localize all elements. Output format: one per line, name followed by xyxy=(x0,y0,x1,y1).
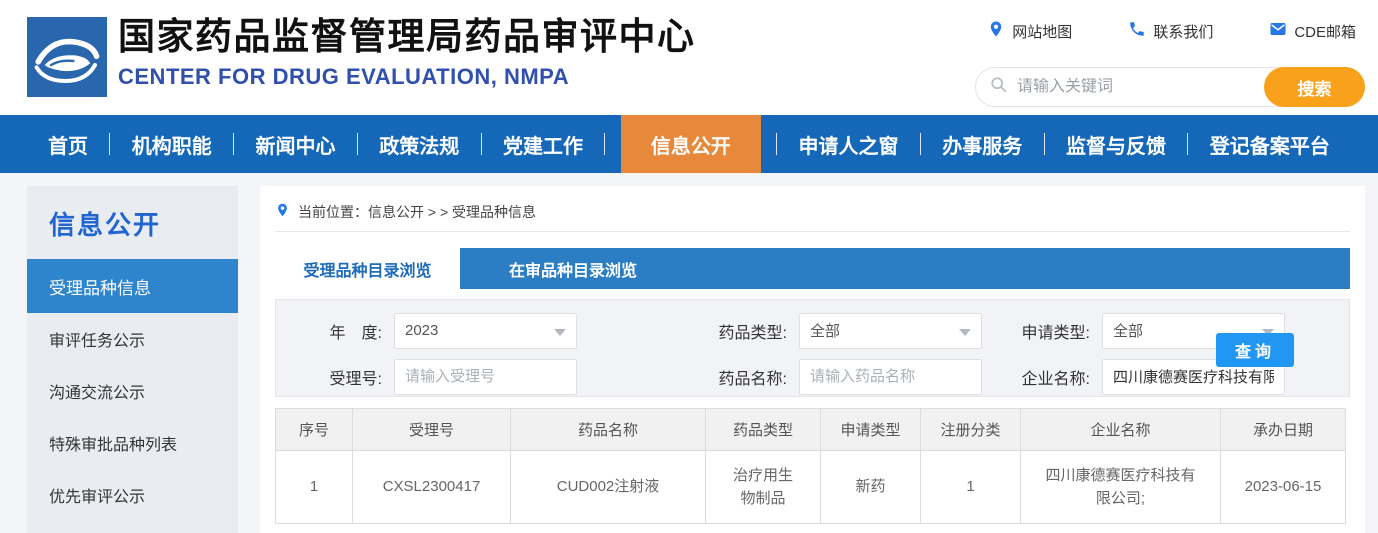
nav-divider xyxy=(776,133,778,155)
col-header-drug-name: 药品名称 xyxy=(510,408,706,451)
site-header: 国家药品监督管理局药品审评中心 CENTER FOR DRUG EVALUATI… xyxy=(0,0,1378,115)
cell-drug-type: 治疗用生物制品 xyxy=(705,450,821,524)
col-header-apply-type: 申请类型 xyxy=(820,408,921,451)
content-panel: 当前位置：信息公开 > > 受理品种信息 受理品种目录浏览 在审品种目录浏览 年… xyxy=(260,186,1365,533)
nav-divider xyxy=(1187,133,1189,155)
cell-company: 四川康德赛医疗科技有限公司; xyxy=(1020,450,1221,524)
table-header-row: 序号 受理号 药品名称 药品类型 申请类型 注册分类 企业名称 承办日期 xyxy=(275,408,1346,451)
col-header-date: 承办日期 xyxy=(1220,408,1346,451)
nav-item-supervision-feedback[interactable]: 监督与反馈 xyxy=(1066,135,1166,158)
col-header-drug-type: 药品类型 xyxy=(705,408,821,451)
contact-link[interactable]: 联系我们 xyxy=(1128,20,1213,42)
cell-accept-no: CXSL2300417 xyxy=(352,450,511,524)
cell-registration-class: 1 xyxy=(920,450,1021,524)
quick-links: 网站地图 联系我们 CDE邮箱 xyxy=(987,20,1356,42)
drug-name-input[interactable] xyxy=(799,358,982,395)
nav-item-functions[interactable]: 机构职能 xyxy=(131,135,212,158)
cell-drug-name: CUD002注射液 xyxy=(510,450,706,524)
envelope-icon xyxy=(1269,20,1287,42)
nav-item-info-disclosure[interactable]: 信息公开 xyxy=(620,115,761,173)
apply-type-select[interactable]: 全部 xyxy=(1102,312,1285,349)
col-header-registration-class: 注册分类 xyxy=(920,408,1021,451)
nav-divider xyxy=(109,133,111,155)
contact-link-label: 联系我们 xyxy=(1153,23,1214,41)
nav-item-services[interactable]: 办事服务 xyxy=(942,135,1023,158)
location-pin-icon xyxy=(987,20,1005,42)
chevron-down-icon xyxy=(554,328,566,336)
chevron-down-icon xyxy=(1262,328,1274,336)
search-button[interactable]: 搜索 xyxy=(1264,67,1365,107)
site-search: 搜索 xyxy=(975,67,1365,107)
sidebar-item-special-approval[interactable]: 特殊审批品种列表 xyxy=(49,437,178,454)
cell-apply-type: 新药 xyxy=(820,450,921,524)
nav-divider xyxy=(604,133,606,155)
year-select[interactable]: 2023 xyxy=(394,312,577,349)
cell-index: 1 xyxy=(275,450,353,524)
filter-panel: 年 度: 2023 药品类型: 全部 申请类型: 全部 受理号: xyxy=(275,299,1350,397)
nav-item-policies[interactable]: 政策法规 xyxy=(379,135,460,158)
nav-item-registration-platform[interactable]: 登记备案平台 xyxy=(1209,135,1330,158)
nav-divider xyxy=(1043,133,1045,155)
main-area: 信息公开 受理品种信息 审评任务公示 沟通交流公示 特殊审批品种列表 优先审评公… xyxy=(0,173,1378,533)
nav-divider xyxy=(919,133,921,155)
col-header-index: 序号 xyxy=(275,408,353,451)
tab-under-review-catalog[interactable]: 在审品种目录浏览 xyxy=(508,262,637,280)
apply-type-label: 申请类型: xyxy=(1021,324,1090,342)
drug-type-select-value: 全部 xyxy=(810,323,841,340)
nav-divider xyxy=(480,133,482,155)
cde-mail-link-label: CDE邮箱 xyxy=(1294,23,1356,41)
year-label: 年 度: xyxy=(329,324,382,342)
main-nav: 首页 机构职能 新闻中心 政策法规 党建工作 信息公开 申请人之窗 办事服务 监… xyxy=(0,115,1378,173)
chevron-down-icon xyxy=(959,328,971,336)
sitemap-link-label: 网站地图 xyxy=(1012,23,1073,41)
sitemap-link[interactable]: 网站地图 xyxy=(987,20,1072,42)
sidebar-item-review-tasks[interactable]: 审评任务公示 xyxy=(49,333,146,350)
nav-item-news[interactable]: 新闻中心 xyxy=(255,135,336,158)
breadcrumb-text: 当前位置：信息公开 > > 受理品种信息 xyxy=(298,203,537,220)
drug-name-label: 药品名称: xyxy=(718,370,787,388)
sidebar-item-accepted-varieties[interactable]: 受理品种信息 xyxy=(27,259,238,313)
site-title-cn: 国家药品监督管理局药品审评中心 xyxy=(118,16,696,57)
nav-item-applicant-window[interactable]: 申请人之窗 xyxy=(798,135,899,158)
sidebar-item-priority-review[interactable]: 优先审评公示 xyxy=(49,489,146,506)
tab-accepted-catalog[interactable]: 受理品种目录浏览 xyxy=(275,248,460,289)
cde-logo xyxy=(27,17,107,97)
phone-icon xyxy=(1128,20,1146,42)
sidebar-item-communication[interactable]: 沟通交流公示 xyxy=(49,385,146,402)
site-title-en: CENTER FOR DRUG EVALUATION, NMPA xyxy=(118,64,570,90)
tab-bar: 受理品种目录浏览 在审品种目录浏览 xyxy=(275,248,1350,289)
sidebar-title: 信息公开 xyxy=(49,210,162,240)
location-pin-icon xyxy=(275,201,290,222)
nav-divider xyxy=(233,133,235,155)
accept-no-input[interactable] xyxy=(394,358,577,395)
drug-type-label: 药品类型: xyxy=(718,324,787,342)
col-header-company: 企业名称 xyxy=(1020,408,1221,451)
col-header-accept-no: 受理号 xyxy=(352,408,511,451)
cde-mail-link[interactable]: CDE邮箱 xyxy=(1269,20,1356,42)
table-row: 1 CXSL2300417 CUD002注射液 治疗用生物制品 新药 1 四川康… xyxy=(275,450,1346,524)
magnifier-icon xyxy=(990,76,1017,99)
breadcrumb: 当前位置：信息公开 > > 受理品种信息 xyxy=(275,186,1350,232)
cell-date: 2023-06-15 xyxy=(1220,450,1346,524)
nav-divider xyxy=(356,133,358,155)
accept-no-label: 受理号: xyxy=(329,370,382,388)
company-name-label: 企业名称: xyxy=(1021,370,1090,388)
drug-type-select[interactable]: 全部 xyxy=(799,312,982,349)
year-select-value: 2023 xyxy=(405,322,439,339)
sidebar: 信息公开 受理品种信息 审评任务公示 沟通交流公示 特殊审批品种列表 优先审评公… xyxy=(27,186,238,533)
nav-item-party-building[interactable]: 党建工作 xyxy=(503,135,583,158)
results-table: 序号 受理号 药品名称 药品类型 申请类型 注册分类 企业名称 承办日期 1 C… xyxy=(275,408,1346,524)
apply-type-select-value: 全部 xyxy=(1113,323,1144,340)
nav-item-home[interactable]: 首页 xyxy=(48,135,88,158)
query-button[interactable]: 查询 xyxy=(1216,333,1294,367)
